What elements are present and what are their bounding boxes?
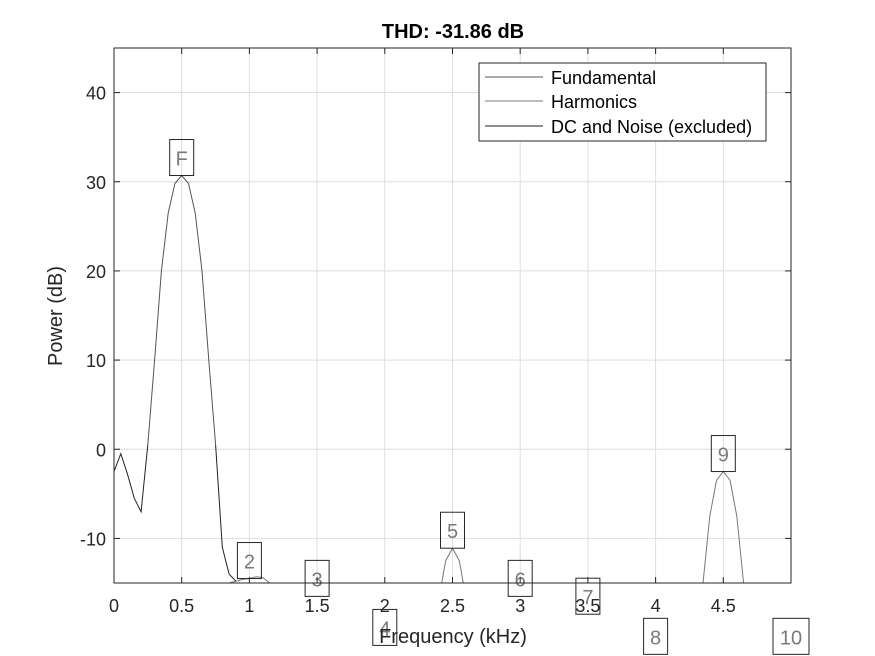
annotation-box <box>643 617 669 655</box>
annotation-F: F <box>169 139 195 177</box>
series-line-dc-and-noise-excluded <box>215 444 230 575</box>
x-tick-label: 2 <box>380 596 390 616</box>
series-line-dc-and-noise-excluded <box>228 573 237 582</box>
annotation-label: 2 <box>244 552 255 574</box>
annotation-box <box>440 511 465 549</box>
annotation-box <box>710 435 736 473</box>
y-tick-label: 30 <box>86 173 106 193</box>
annotation-label: 5 <box>447 521 458 543</box>
annotation-box <box>772 617 810 655</box>
x-tick-label: 2.5 <box>440 596 465 616</box>
legend-label-fundamental: Fundamental <box>551 68 656 88</box>
annotation-4: 4 <box>372 608 398 646</box>
x-tick-label: 3.5 <box>575 596 600 616</box>
y-tick-label: 0 <box>96 440 106 460</box>
x-tick-label: 4 <box>651 596 661 616</box>
legend: Fundamental Harmonics DC and Noise (excl… <box>478 62 767 142</box>
annotation-box <box>169 139 195 177</box>
x-axis-label: Frequency (kHz) <box>379 626 527 648</box>
annotation-label: 8 <box>650 627 661 649</box>
grid <box>113 48 791 583</box>
series-lines <box>114 174 745 583</box>
annotation-box <box>507 559 533 597</box>
annotation-label: 4 <box>379 618 390 640</box>
annotation-9: 9 <box>710 435 736 473</box>
annotation-label: 9 <box>718 445 729 467</box>
y-tick-label: 40 <box>86 84 106 104</box>
annotation-label: 10 <box>780 627 802 649</box>
annotation-10: 10 <box>772 617 810 655</box>
annotation-box <box>372 608 398 646</box>
y-axis-label: Power (dB) <box>45 266 67 366</box>
axis-ticks: 0 0.5 1 1.5 2 2.5 3 3.5 4 4.5 -10 0 10 20 30 40 <box>80 48 791 616</box>
annotation-label: 7 <box>582 587 593 609</box>
annotation-5: 5 <box>440 511 465 549</box>
legend-label-harmonics: Harmonics <box>551 92 637 112</box>
x-tick-label: 0.5 <box>169 596 194 616</box>
x-tick-label: 0 <box>109 596 119 616</box>
y-tick-label: -10 <box>80 529 106 549</box>
series-line-dc-and-noise-excluded <box>114 444 149 514</box>
annotation-label: F <box>176 149 188 171</box>
annotation-box <box>304 559 330 597</box>
annotation-8: 8 <box>643 617 669 655</box>
x-tick-label: 4.5 <box>711 596 736 616</box>
x-tick-label: 1 <box>244 596 254 616</box>
legend-label-dc-noise: DC and Noise (excluded) <box>551 117 752 137</box>
x-tick-label: 1.5 <box>305 596 330 616</box>
y-tick-label: 20 <box>86 262 106 282</box>
x-tick-label: 3 <box>515 596 525 616</box>
y-tick-label: 10 <box>86 351 106 371</box>
legend-box <box>478 62 767 142</box>
chart-title: THD: -31.86 dB <box>382 21 524 43</box>
